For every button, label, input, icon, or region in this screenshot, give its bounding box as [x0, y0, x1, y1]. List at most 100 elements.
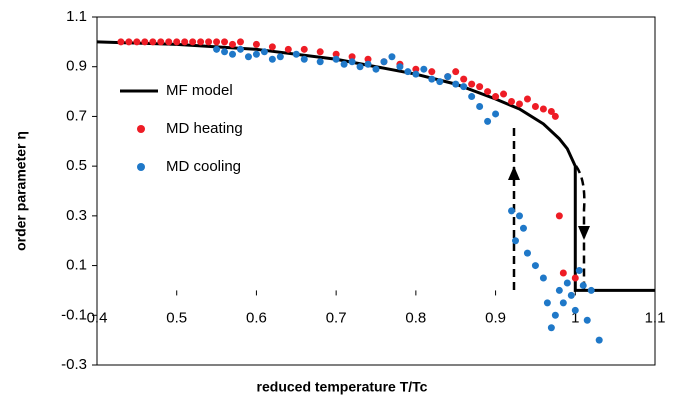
data-point: [316, 58, 324, 66]
data-point: [268, 55, 276, 63]
x-tick-label: 0.7: [326, 309, 347, 326]
data-point: [547, 107, 555, 115]
data-point: [555, 212, 563, 220]
x-tick-label: 0.4: [87, 309, 108, 326]
data-point: [149, 38, 157, 46]
data-point: [284, 45, 292, 53]
data-point: [551, 112, 559, 120]
data-point: [460, 75, 468, 83]
data-point: [460, 83, 468, 91]
data-point: [484, 117, 492, 125]
data-point: [316, 48, 324, 56]
data-point: [404, 68, 412, 76]
data-point: [559, 299, 567, 307]
data-point: [428, 68, 436, 76]
x-tick-label: 1.1: [645, 309, 666, 326]
data-point: [189, 38, 197, 46]
y-axis-label: order parameter η: [13, 131, 29, 251]
data-point: [452, 68, 460, 76]
data-point: [420, 65, 428, 73]
data-point: [388, 53, 396, 61]
data-point: [205, 38, 213, 46]
data-point: [117, 38, 125, 46]
data-point: [476, 102, 484, 110]
x-tick-label: 0.5: [166, 309, 187, 326]
data-point: [229, 40, 237, 48]
legend-swatch: [137, 125, 145, 133]
data-point: [173, 38, 181, 46]
data-point: [268, 43, 276, 51]
data-point: [476, 83, 484, 91]
data-point: [244, 53, 252, 61]
y-tick-label: 0.5: [66, 157, 87, 174]
transition-arrows: [512, 128, 586, 290]
heating-path: [574, 165, 586, 290]
data-point: [364, 60, 372, 68]
data-point: [595, 336, 603, 344]
x-tick-label: 1: [571, 309, 579, 326]
data-point: [436, 78, 444, 86]
data-point: [515, 100, 523, 108]
x-tick-label: 0.9: [485, 309, 506, 326]
data-point: [583, 316, 591, 324]
y-tick-label: -0.1: [61, 306, 87, 323]
data-point: [300, 55, 308, 63]
y-tick-label: 0.9: [66, 58, 87, 75]
data-point: [587, 286, 595, 294]
data-point: [567, 291, 575, 299]
data-point: [260, 48, 268, 56]
data-point: [508, 207, 516, 215]
data-point: [364, 55, 372, 63]
data-point: [213, 45, 221, 53]
data-point: [396, 63, 404, 71]
plot-frame: [96, 16, 656, 366]
y-tick-label: -0.3: [61, 356, 87, 373]
arrow-up: [508, 166, 520, 180]
y-tick-label: 0.7: [66, 107, 87, 124]
data-point: [157, 38, 165, 46]
x-tick-label: 0.6: [246, 309, 267, 326]
x-tick-label: 0.8: [405, 309, 426, 326]
x-axis-label: reduced temperature T/Tc: [257, 379, 428, 395]
data-point: [412, 65, 420, 73]
data-point: [181, 38, 189, 46]
y-tick-label: 0.1: [66, 257, 87, 274]
legend-label: MF model: [166, 82, 233, 99]
data-point: [444, 73, 452, 81]
legend-label: MD cooling: [166, 158, 241, 175]
data-point: [452, 80, 460, 88]
data-point: [555, 286, 563, 294]
data-point: [468, 80, 476, 88]
data-point: [236, 38, 244, 46]
y-tick-label: 0.3: [66, 207, 87, 224]
data-point: [356, 63, 364, 71]
data-point: [348, 53, 356, 61]
data-point: [141, 38, 149, 46]
data-point: [519, 224, 527, 232]
data-point: [236, 45, 244, 53]
data-point: [332, 50, 340, 58]
data-point: [125, 38, 133, 46]
data-point: [229, 50, 237, 58]
data-point: [512, 237, 519, 245]
data-point: [539, 105, 547, 113]
legend-swatch: [137, 163, 145, 171]
data-point: [492, 93, 500, 101]
data-point: [380, 58, 388, 66]
data-point: [221, 38, 229, 46]
data-point: [252, 50, 260, 58]
data-point: [340, 60, 348, 68]
data-point: [571, 306, 579, 314]
data-point: [213, 38, 221, 46]
data-point: [292, 50, 300, 58]
data-point: [484, 88, 492, 96]
data-point: [523, 249, 531, 257]
data-point: [468, 93, 476, 101]
data-point: [575, 267, 583, 275]
data-point: [165, 38, 173, 46]
data-point: [579, 281, 587, 289]
data-point: [515, 212, 523, 220]
data-point: [300, 45, 308, 53]
data-point: [559, 269, 567, 277]
